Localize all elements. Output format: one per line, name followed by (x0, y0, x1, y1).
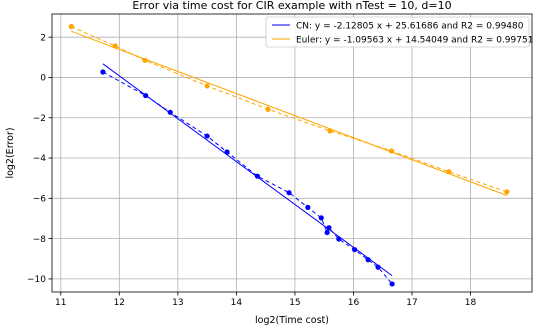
chart-title: Error via time cost for CIR example with… (132, 0, 451, 12)
y-tick-label: −10 (27, 275, 46, 285)
x-tick-label: 18 (465, 298, 477, 308)
x-tick-label: 15 (289, 298, 300, 308)
data-point-cn (100, 69, 106, 75)
x-tick-label: 12 (114, 298, 125, 308)
data-point-euler (388, 148, 395, 154)
y-tick-label: −4 (33, 154, 47, 164)
y-tick-label: 2 (40, 33, 46, 43)
data-line-euler (71, 26, 507, 193)
y-axis-label: log2(Error) (5, 127, 16, 178)
legend-entry-cn: CN: y = -2.12805 x + 25.61686 and R2 = 0… (296, 22, 524, 32)
data-point-euler (504, 189, 510, 195)
data-point-cn (324, 229, 330, 236)
data-point-cn (318, 215, 324, 221)
data-point-cn (375, 264, 381, 270)
y-tick-label: −8 (33, 235, 47, 245)
legend: CN: y = -2.12805 x + 25.61686 and R2 = 0… (265, 16, 533, 48)
series-euler (68, 23, 510, 196)
axis-ticks: 11 12 13 14 15 16 17 18 −10 −8 −6 −4 −2 0 2 (27, 33, 477, 308)
x-tick-label: 14 (231, 298, 243, 308)
data-point-cn (167, 109, 173, 115)
data-line-cn (102, 71, 393, 285)
data-point-euler (327, 128, 333, 134)
data-point-cn (336, 236, 342, 242)
data-point-euler (142, 57, 148, 63)
series-cn (100, 63, 395, 287)
data-point-cn (143, 92, 149, 99)
data-point-euler (446, 169, 452, 175)
data-point-cn (254, 173, 261, 179)
data-point-cn (389, 281, 395, 287)
x-tick-label: 13 (172, 298, 183, 308)
legend-box (265, 16, 530, 48)
data-point-euler (204, 83, 210, 89)
x-tick-label: 16 (348, 298, 360, 308)
data-point-cn (326, 225, 332, 231)
data-point-cn (305, 204, 311, 210)
y-tick-label: −6 (33, 195, 47, 205)
legend-entry-euler: Euler: y = -1.09563 x + 14.54049 and R2 … (296, 36, 533, 46)
series-layer (68, 23, 510, 287)
x-tick-label: 11 (55, 298, 66, 308)
data-point-cn (286, 190, 292, 196)
grid (52, 14, 532, 292)
x-axis-label: log2(Time cost) (255, 315, 329, 326)
fit-line-cn (102, 63, 393, 277)
data-point-euler (68, 23, 74, 30)
y-tick-label: 0 (40, 74, 46, 84)
plot-area-frame (51, 13, 533, 293)
x-tick-label: 17 (406, 298, 417, 308)
data-point-euler (112, 43, 118, 49)
data-point-cn (352, 247, 358, 253)
data-point-cn (224, 149, 230, 155)
y-tick-label: −2 (33, 114, 46, 124)
data-point-cn (204, 133, 210, 139)
data-point-euler (265, 106, 271, 112)
data-point-cn (365, 257, 371, 263)
